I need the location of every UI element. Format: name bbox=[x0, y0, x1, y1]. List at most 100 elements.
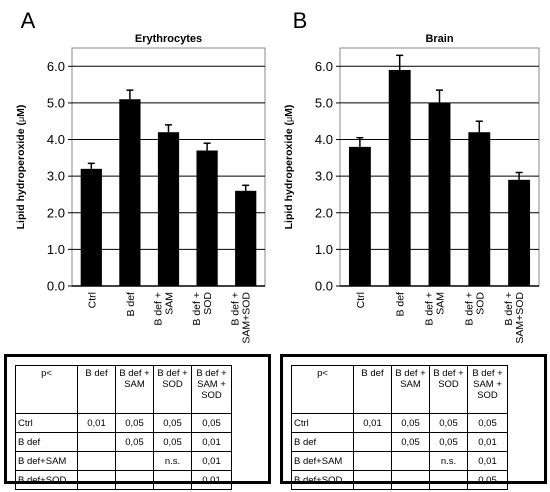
table-cell bbox=[391, 470, 430, 490]
bar bbox=[235, 190, 257, 286]
table-cell bbox=[77, 451, 116, 471]
y-tick-label: 1.0 bbox=[315, 242, 333, 257]
x-tick-label-line: B def + bbox=[503, 292, 515, 326]
table-row-label: B def+SOD bbox=[291, 470, 354, 490]
x-tick-label: B def bbox=[395, 292, 407, 317]
table-cell: 0,05 bbox=[191, 413, 232, 433]
y-axis-label: Lipid hydroperoxide (μM) bbox=[283, 105, 295, 230]
table-row-label: B def+SAM bbox=[291, 451, 354, 471]
chart-panel-brain: B Brain 0.0 1.0 2.0 3.0 4.0 5.0 6.0 Lipid hydrope… bbox=[283, 8, 540, 344]
y-tick-label: 5.0 bbox=[315, 95, 333, 110]
x-tick-label: Ctrl bbox=[86, 292, 98, 308]
table-header-cell: B def + SAM + SOD bbox=[191, 365, 232, 414]
table-cell: 0,05 bbox=[153, 432, 192, 452]
y-axis-label-text: Lipid hydroperoxide ( bbox=[15, 122, 27, 230]
table-cell: 0,01 bbox=[77, 413, 116, 433]
table-cell bbox=[153, 470, 192, 490]
table-cell bbox=[77, 432, 116, 452]
table-row-label: Ctrl bbox=[15, 413, 78, 433]
y-axis-label-text: Lipid hydroperoxide ( bbox=[283, 122, 295, 230]
y-tick-label: 0.0 bbox=[315, 279, 333, 294]
x-tick-label-line: SAM bbox=[435, 292, 447, 315]
table-cell: 0,05 bbox=[115, 432, 154, 452]
table-cell: 0,05 bbox=[467, 470, 508, 490]
bar bbox=[468, 132, 491, 286]
table-cell: 0,05 bbox=[391, 432, 430, 452]
x-tick-label: B def +SOD bbox=[191, 292, 214, 326]
x-tick-label-line: SOD bbox=[474, 292, 486, 315]
x-tick-label-line: B def + bbox=[230, 292, 242, 326]
y-tick-label: 1.0 bbox=[47, 242, 65, 257]
table-cell bbox=[77, 470, 116, 490]
table-cell: 0,05 bbox=[115, 413, 154, 433]
y-tick-label: 2.0 bbox=[315, 205, 333, 220]
table-cell bbox=[115, 451, 154, 471]
table-cell: 0,01 bbox=[353, 413, 392, 433]
bar bbox=[428, 102, 451, 286]
table-row: B def+SOD 0,05 bbox=[291, 470, 508, 490]
table-cell bbox=[429, 470, 468, 490]
table-cell bbox=[391, 451, 430, 471]
table-header-cell: B def + SAM bbox=[391, 365, 430, 414]
x-tick-label-line: B def + bbox=[463, 292, 475, 326]
table-cell: 0,01 bbox=[467, 432, 508, 452]
x-tick-label-line: B def + bbox=[153, 292, 165, 326]
bar bbox=[388, 69, 411, 286]
table-cell: n.s. bbox=[429, 451, 468, 471]
panel-letter: B bbox=[293, 8, 308, 33]
bar bbox=[157, 132, 180, 286]
table-row-label: B def+SAM bbox=[15, 451, 78, 471]
y-axis-label-unit-mu: μ bbox=[16, 117, 26, 122]
chart-title: Erythrocytes bbox=[135, 33, 202, 45]
table-cell bbox=[353, 470, 392, 490]
x-tick-label-line: B def bbox=[125, 292, 137, 317]
table-row: B def+SAM n.s. 0,01 bbox=[15, 451, 232, 471]
y-tick-label: 4.0 bbox=[47, 132, 65, 147]
table-header-cell: B def bbox=[77, 365, 116, 414]
charts-canvas: A Erythrocytes 0.0 1.0 2.0 3.0 4.0 5.0 6.0 Lipid … bbox=[15, 8, 540, 344]
table-cell: 0,05 bbox=[153, 413, 192, 433]
table-row-label: B def bbox=[291, 432, 354, 452]
p-value-table-brain: p< B def B def + SAM B def + SOD B def + SAM… bbox=[280, 354, 547, 490]
table-cell: 0,05 bbox=[429, 413, 468, 433]
x-tick-label: B def +SAM+SOD bbox=[503, 292, 526, 344]
table-header-cell: p< bbox=[291, 365, 354, 414]
x-tick-label: Ctrl bbox=[355, 292, 367, 308]
table-header-row: p< B def B def + SAM B def + SOD B def + SAM… bbox=[15, 365, 232, 414]
y-axis-label-unit: M) bbox=[283, 105, 295, 117]
table-header-row: p< B def B def + SAM B def + SOD B def + SAM… bbox=[291, 365, 508, 414]
table-cell: 0,01 bbox=[191, 451, 232, 471]
table-cell: 0,05 bbox=[467, 413, 508, 433]
y-axis-label-unit: M) bbox=[15, 105, 27, 117]
table-row: Ctrl 0,01 0,05 0,05 0,05 bbox=[291, 413, 508, 433]
bar bbox=[508, 179, 531, 286]
y-tick-label: 2.0 bbox=[47, 205, 65, 220]
table-header-cell: p< bbox=[15, 365, 78, 414]
table-header-cell: B def + SOD bbox=[153, 365, 192, 414]
table-cell: 0,01 bbox=[191, 432, 232, 452]
y-tick-label: 6.0 bbox=[47, 59, 65, 74]
table-cell: 0,05 bbox=[429, 432, 468, 452]
table-cell: 0,01 bbox=[467, 451, 508, 471]
table-header-cell: B def + SOD bbox=[429, 365, 468, 414]
x-tick-label-line: B def + bbox=[424, 292, 436, 326]
p-value-table: p< B def B def + SAM B def + SOD B def + SAM… bbox=[291, 365, 508, 490]
table-row: Ctrl 0,01 0,05 0,05 0,05 bbox=[15, 413, 232, 433]
y-tick-label: 6.0 bbox=[315, 59, 333, 74]
table-row: B def+SOD 0,01 bbox=[15, 470, 232, 490]
table-row-label: Ctrl bbox=[291, 413, 354, 433]
table-row: B def+SAM n.s. 0,01 bbox=[291, 451, 508, 471]
table-header-cell: B def + SAM bbox=[115, 365, 154, 414]
y-tick-label: 0.0 bbox=[47, 279, 65, 294]
y-axis-label: Lipid hydroperoxide (μM) bbox=[15, 105, 27, 230]
p-value-table-erythrocytes: p< B def B def + SAM B def + SOD B def + SAM… bbox=[4, 354, 271, 490]
x-tick-label-line: SOD bbox=[202, 292, 214, 315]
x-tick-label: B def +SAM bbox=[153, 292, 176, 326]
table-header-cell: B def + SAM + SOD bbox=[467, 365, 508, 414]
p-value-table: p< B def B def + SAM B def + SOD B def + SAM… bbox=[15, 365, 232, 490]
x-tick-label-line: Ctrl bbox=[86, 292, 98, 308]
y-tick-label: 4.0 bbox=[315, 132, 333, 147]
x-tick-label-line: SAM bbox=[164, 292, 176, 315]
bar bbox=[119, 99, 141, 286]
table-header-cell: B def bbox=[353, 365, 392, 414]
